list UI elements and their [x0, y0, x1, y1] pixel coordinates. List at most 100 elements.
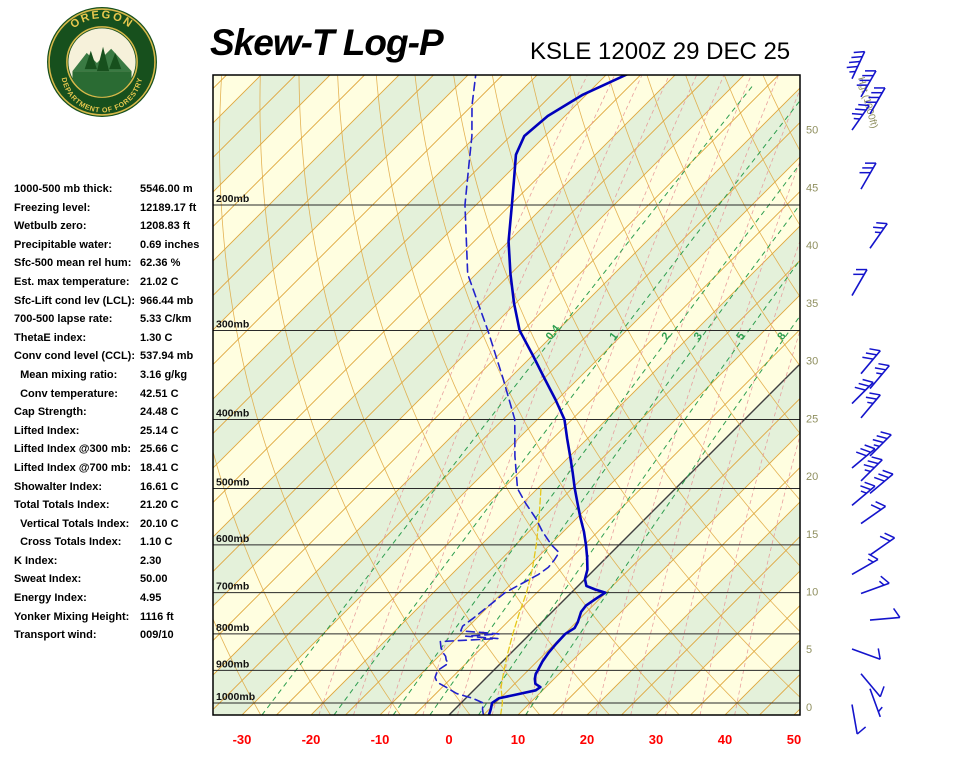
index-value: 1116 ft [140, 610, 174, 623]
background-bands [213, 75, 800, 715]
index-row: Mean mixing ratio: 3.16 g/kg [14, 367, 219, 386]
svg-text:40: 40 [718, 732, 732, 747]
index-value: 4.95 [140, 592, 162, 605]
index-row: Showalter Index: 16.61 C [14, 479, 219, 498]
index-label: Sweat Index: [14, 573, 82, 586]
isotherms [213, 75, 800, 715]
index-label: 700-500 lapse rate: [14, 313, 113, 326]
temperature-trace [487, 75, 629, 715]
index-value: 537.94 mb [140, 350, 194, 363]
index-row: 700-500 lapse rate: 5.33 C/km [14, 311, 219, 330]
index-label: Conv temperature: [14, 387, 118, 400]
svg-text:-10: -10 [371, 732, 390, 747]
svg-text:0: 0 [445, 732, 452, 747]
index-value: 5.33 C/km [140, 313, 192, 326]
moist-adiabats [318, 75, 800, 715]
index-row: Cross Totals Index: 1.10 C [14, 534, 219, 553]
index-row: Total Totals Index: 21.20 C [14, 497, 219, 516]
wind-barbs [846, 50, 901, 735]
indices-panel: 1000-500 mb thick: 5546.00 m Freezing leve… [14, 181, 219, 646]
station-id: KSLE 1200Z 29 DEC 25 [530, 38, 791, 65]
index-label: Sfc-500 mean rel hum: [14, 257, 132, 270]
svg-text:30: 30 [649, 732, 663, 747]
plot-border [212, 74, 801, 716]
index-label: ThetaE index: [14, 331, 87, 344]
svg-text:8: 8 [775, 330, 788, 342]
index-value: 20.10 C [140, 517, 179, 530]
index-row: Wetbulb zero: 1208.83 ft [14, 218, 219, 237]
index-value: 009/10 [140, 629, 174, 642]
index-row: Precipitable water: 0.69 inches [14, 237, 219, 256]
index-row: K Index: 2.30 [14, 553, 219, 572]
svg-text:200mb: 200mb [216, 193, 249, 205]
index-value: 24.48 C [140, 406, 179, 419]
index-value: 42.51 C [140, 387, 179, 400]
svg-text:-30: -30 [233, 732, 252, 747]
pressure-labels: 200mb 300mb 400mb 500mb 600mb 700mb 800mb 900mb… [216, 193, 255, 703]
index-value: 21.02 C [140, 275, 179, 288]
index-value: 25.66 C [140, 443, 179, 456]
index-label: Transport wind: [14, 629, 97, 642]
svg-text:700mb: 700mb [216, 581, 249, 593]
index-value: 62.36 % [140, 257, 181, 270]
index-row: Conv temperature: 42.51 C [14, 386, 219, 405]
index-label: K Index: [14, 554, 58, 567]
index-label: Yonker Mixing Height: [14, 610, 130, 623]
index-label: Conv cond level (CCL): [14, 350, 136, 363]
index-label: Est. max temperature: [14, 275, 130, 288]
index-value: 16.61 C [140, 480, 179, 493]
skewt-plot [213, 75, 800, 715]
index-label: Total Totals Index: [14, 499, 110, 512]
index-row: Lifted Index @300 mb: 25.66 C [14, 441, 219, 460]
svg-text:800mb: 800mb [216, 622, 249, 634]
dewpoint-trace [434, 75, 560, 715]
svg-text:500mb: 500mb [216, 476, 249, 488]
svg-text:0: 0 [806, 702, 812, 714]
index-value: 50.00 [140, 573, 168, 586]
svg-text:900mb: 900mb [216, 658, 249, 670]
svg-text:20: 20 [806, 471, 818, 483]
index-row: Sfc-Lift cond lev (LCL): 966.44 mb [14, 293, 219, 312]
index-label: Showalter Index: [14, 480, 103, 493]
index-label: Wetbulb zero: [14, 220, 87, 233]
index-value: 0.69 inches [140, 238, 200, 251]
dry-adiabats [213, 75, 800, 715]
index-row: Sweat Index: 50.00 [14, 571, 219, 590]
index-label: Precipitable water: [14, 238, 112, 251]
index-row: Transport wind: 009/10 [14, 627, 219, 646]
odf-logo: OREGON DEPARTMENT OF FORESTRY [47, 7, 157, 117]
index-row: Sfc-500 mean rel hum: 62.36 % [14, 255, 219, 274]
svg-text:15: 15 [806, 529, 818, 541]
index-label: Sfc-Lift cond lev (LCL): [14, 294, 135, 307]
svg-text:10: 10 [511, 732, 525, 747]
index-row: Conv cond level (CCL): 537.94 mb [14, 348, 219, 367]
index-label: Lifted Index: [14, 424, 80, 437]
index-row: 1000-500 mb thick: 5546.00 m [14, 181, 219, 200]
svg-text:600mb: 600mb [216, 533, 249, 545]
index-row: Vertical Totals Index: 20.10 C [14, 516, 219, 535]
index-value: 21.20 C [140, 499, 179, 512]
index-row: Freezing level: 12189.17 ft [14, 200, 219, 219]
index-label: Cap Strength: [14, 406, 87, 419]
index-row: Cap Strength: 24.48 C [14, 404, 219, 423]
svg-text:400mb: 400mb [216, 407, 249, 419]
trees-icon [84, 46, 122, 72]
index-row: Lifted Index: 25.14 C [14, 423, 219, 442]
index-row: Est. max temperature: 21.02 C [14, 274, 219, 293]
svg-text:-20: -20 [302, 732, 321, 747]
index-label: Lifted Index @700 mb: [14, 461, 132, 474]
index-label: Freezing level: [14, 201, 91, 214]
index-row: ThetaE index: 1.30 C [14, 330, 219, 349]
index-value: 18.41 C [140, 461, 179, 474]
svg-text:1000mb: 1000mb [216, 691, 255, 703]
svg-text:10: 10 [806, 587, 818, 599]
temperature-axis: -30 -20 -10 0 10 20 30 40 50 [233, 732, 802, 747]
index-label: Cross Totals Index: [14, 536, 122, 549]
index-label: 1000-500 mb thick: [14, 183, 113, 195]
svg-text:25: 25 [806, 413, 818, 425]
svg-text:40: 40 [806, 240, 818, 252]
index-label: Energy Index: [14, 592, 87, 605]
svg-text:300mb: 300mb [216, 318, 249, 330]
svg-text:50: 50 [787, 732, 801, 747]
